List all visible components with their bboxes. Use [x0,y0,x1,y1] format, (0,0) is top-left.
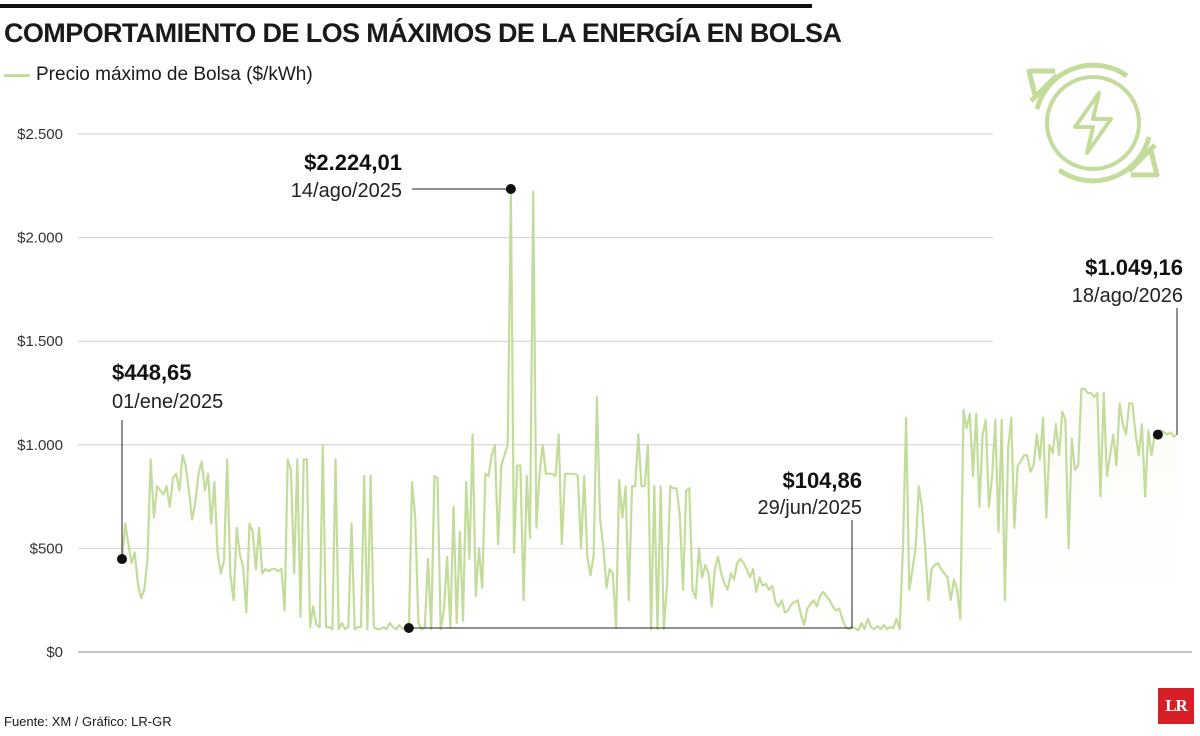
annotation-dot [1152,429,1163,440]
y-tick-label: $0 [46,644,63,661]
y-tick-label: $1.000 [17,437,63,454]
legend-swatch [4,73,30,77]
annotation-value: $448,65 [112,360,192,385]
y-tick-label: $500 [30,540,63,557]
annotation-date: 01/ene/2025 [112,391,223,413]
energy-cycle-icon [1026,62,1160,184]
annotation-value: $1.049,16 [1085,255,1183,280]
series-line [120,190,1178,632]
y-tick-label: $2.000 [17,230,63,247]
series-layer [120,190,1178,636]
annotation-date: 29/jun/2025 [757,497,862,519]
annotation-leader [408,520,853,629]
annotation-date: 18/ago/2026 [1072,285,1183,307]
lr-logo: LR [1158,688,1194,724]
annotation-dot [403,623,414,633]
chart-title: COMPORTAMIENTO DE LOS MÁXIMOS DE LA ENER… [4,18,842,48]
annotation-value: $104,86 [782,468,862,493]
annotation-dot [117,554,127,565]
legend: Precio máximo de Bolsa ($/kWh) [4,64,313,86]
legend-label: Precio máximo de Bolsa ($/kWh) [36,64,313,85]
annotation-value: $2.224,01 [304,150,402,175]
annotation-date: 14/ago/2025 [291,180,402,202]
y-tick-label: $2.500 [17,126,63,143]
y-axis-ticks: $0 $500 $1.000 $1.500 $2.000 $2.500 [17,126,63,661]
annotations: $448,65 01/ene/2025 $2.224,01 14/ago/2025 $1… [112,150,1183,633]
y-tick-label: $1.500 [17,333,63,350]
top-rule [0,4,812,8]
source-footer: Fuente: XM / Gráfico: LR-GR [4,714,172,729]
annotation-dot [505,184,516,194]
